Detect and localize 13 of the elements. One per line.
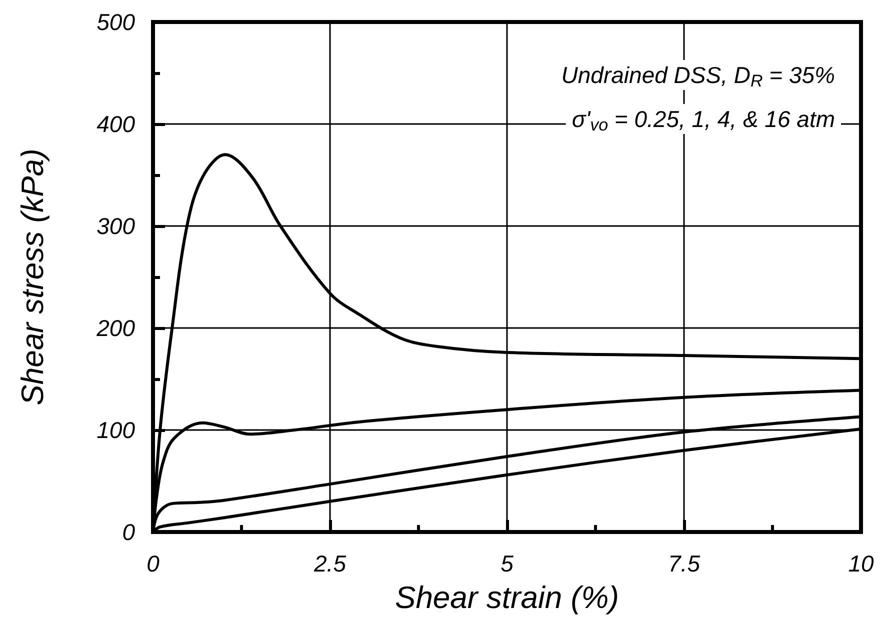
x-axis-title: Shear strain (%) (395, 580, 619, 615)
y-tick-label: 500 (96, 9, 136, 35)
x-tick-label: 2.5 (313, 550, 346, 576)
x-tick-label: 10 (848, 550, 874, 576)
y-axis-title: Shear stress (kPa) (15, 148, 50, 406)
x-tick-label: 7.5 (668, 550, 700, 576)
y-tick-label: 400 (96, 111, 136, 137)
x-tick-label: 5 (500, 550, 514, 576)
y-tick-label: 100 (96, 417, 136, 443)
y-tick-label: 300 (96, 213, 136, 239)
y-tick-label: 0 (122, 519, 136, 545)
y-tick-label: 200 (96, 315, 136, 341)
x-tick-label: 0 (146, 550, 160, 576)
